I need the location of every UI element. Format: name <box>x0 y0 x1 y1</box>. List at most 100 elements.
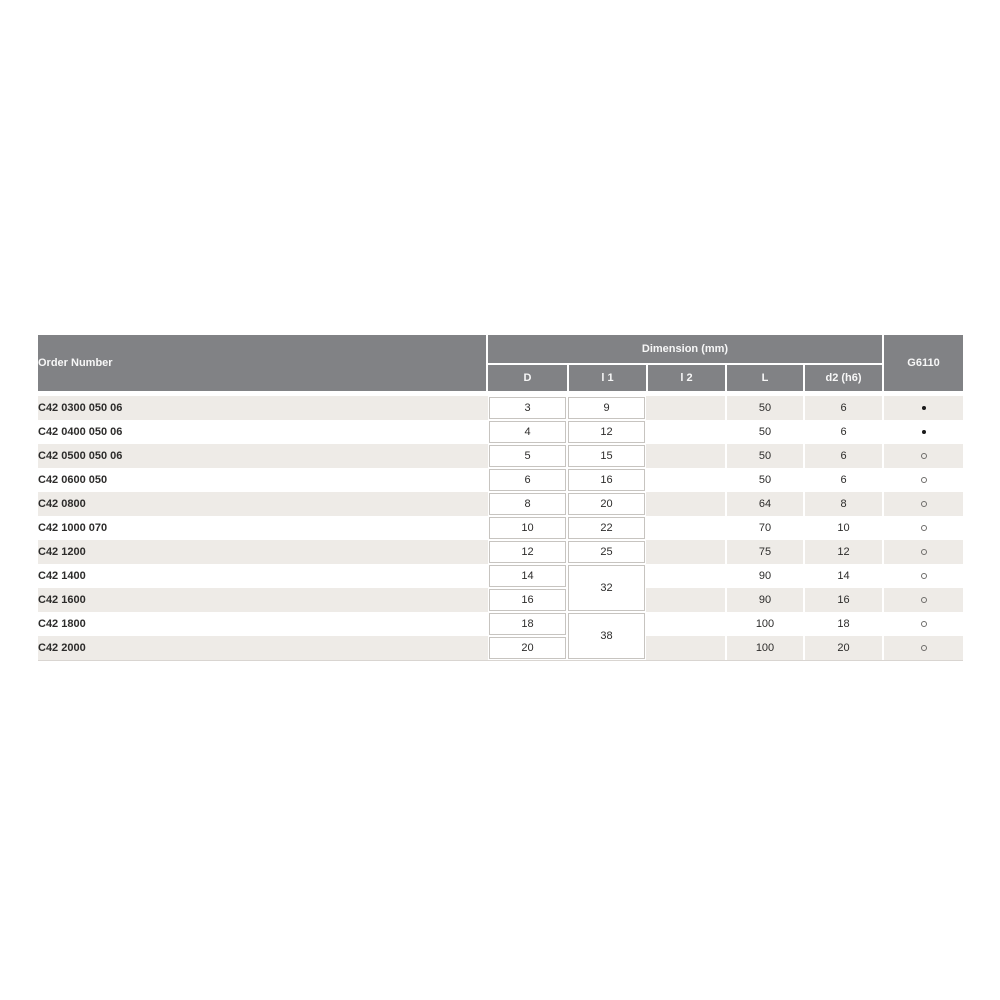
table-row: C42 0300 050 06 3 9 50 6 <box>38 396 964 420</box>
order-number-cell: C42 1600 <box>38 588 488 612</box>
dim-d-cell: 10 <box>488 516 567 540</box>
dim-d-cell: 16 <box>488 588 567 612</box>
dim-l1-cell: 32 <box>567 564 646 612</box>
dim-L-cell: 75 <box>725 540 803 564</box>
dim-d-cell: 4 <box>488 420 567 444</box>
order-number-cell: C42 2000 <box>38 636 488 660</box>
dim-L-cell: 50 <box>725 420 803 444</box>
dim-L-cell: 70 <box>725 516 803 540</box>
table-header: Order Number Dimension (mm) G6110 D l 1 … <box>38 335 964 396</box>
table-row: C42 0600 050 6 16 50 6 <box>38 468 963 492</box>
table-body: C42 0300 050 06 3 9 50 6 C42 0400 050 06 4 12 50… <box>38 396 964 660</box>
table-row: C42 0800 8 20 64 8 <box>38 492 964 516</box>
col-header-L: L <box>725 365 803 391</box>
dim-L-cell: 50 <box>725 444 803 468</box>
open-dot-icon <box>920 573 927 580</box>
order-number-cell: C42 0300 050 06 <box>38 396 488 420</box>
order-number-cell: C42 0800 <box>38 492 488 516</box>
dim-l1-cell: 12 <box>567 420 646 444</box>
dim-d2-cell: 6 <box>803 444 883 468</box>
dim-L-cell: 50 <box>725 396 803 420</box>
dim-L-cell: 90 <box>725 564 803 588</box>
l1-value: 25 <box>568 541 645 563</box>
g6110-cell <box>882 612 963 636</box>
dim-l1-cell: 9 <box>567 396 646 420</box>
d-value: 8 <box>489 493 566 515</box>
dim-l1-cell: 22 <box>567 516 646 540</box>
dim-l1-cell: 25 <box>567 540 646 564</box>
header-row-columns: D l 1 l 2 L d2 (h6) <box>38 365 963 391</box>
dim-d2-cell: 6 <box>803 396 883 420</box>
col-header-d2: d2 (h6) <box>803 365 883 391</box>
table-row: C42 1400 14 32 90 14 <box>38 564 963 612</box>
g6110-cell <box>882 492 964 516</box>
d-value: 16 <box>489 589 566 611</box>
dim-l2-cell <box>646 396 725 420</box>
filled-dot-icon <box>921 430 926 435</box>
order-number-cell: C42 1400 <box>38 570 86 582</box>
g6110-cell <box>882 396 964 420</box>
d-value: 18 <box>489 613 566 635</box>
dim-l2-cell <box>646 564 725 588</box>
g6110-cell <box>882 516 963 540</box>
dim-d-cell: 3 <box>488 396 567 420</box>
dim-d2-cell: 16 <box>803 588 883 612</box>
g6110-cell <box>882 564 963 588</box>
table-row: C42 1600 16 90 16 <box>38 588 964 612</box>
order-number-cell: C42 1800 <box>38 618 86 630</box>
d-value: 6 <box>489 469 566 491</box>
d-value: 12 <box>489 541 566 563</box>
dim-d-cell: 20 <box>488 636 567 660</box>
dim-l2-cell <box>646 612 725 636</box>
col-header-l1: l 1 <box>567 365 646 391</box>
l1-value: 22 <box>568 517 645 539</box>
order-number-cell: C42 1200 <box>38 540 488 564</box>
dim-d2-cell: 20 <box>803 636 883 660</box>
table-row: C42 1000 070 10 22 70 10 <box>38 516 963 540</box>
dim-l2-cell <box>646 492 725 516</box>
open-dot-icon <box>920 477 927 484</box>
g6110-cell <box>882 540 964 564</box>
dim-l1-cell: 16 <box>567 468 646 492</box>
open-dot-icon <box>920 645 927 652</box>
l1-value: 12 <box>568 421 645 443</box>
g6110-cell <box>882 468 963 492</box>
table-section: Order Number Dimension (mm) G6110 D l 1 … <box>38 335 964 661</box>
open-dot-icon <box>920 501 927 508</box>
dim-l2-cell <box>646 444 725 468</box>
order-number-cell: C42 0600 050 <box>38 474 108 486</box>
dim-L-cell: 64 <box>725 492 803 516</box>
open-dot-icon <box>920 525 927 532</box>
open-dot-icon <box>920 621 927 628</box>
g6110-cell <box>882 588 964 612</box>
d-value: 20 <box>489 637 566 659</box>
open-dot-icon <box>920 549 927 556</box>
table-row: C42 2000 20 100 20 <box>38 636 964 660</box>
dim-l2-cell <box>646 468 725 492</box>
dim-d-cell: 8 <box>488 492 567 516</box>
l1-value: 32 <box>568 565 645 611</box>
dim-d-cell: 18 <box>488 612 567 636</box>
l1-value: 9 <box>568 397 645 419</box>
header-row-group: Order Number Dimension (mm) G6110 <box>38 335 964 391</box>
dim-d-cell: 12 <box>488 540 567 564</box>
dim-d2-cell: 6 <box>803 420 882 444</box>
header-body-gap <box>38 391 964 396</box>
open-dot-icon <box>920 453 927 460</box>
l1-value: 16 <box>568 469 645 491</box>
dim-d2-cell: 6 <box>803 468 882 492</box>
dim-L-cell: 100 <box>725 636 803 660</box>
dimension-group-header: Dimension (mm) <box>488 335 883 365</box>
dim-l1-cell: 15 <box>567 444 646 468</box>
dim-d-cell: 5 <box>488 444 567 468</box>
d-value: 10 <box>489 517 566 539</box>
dim-l2-cell <box>646 588 725 612</box>
g6110-cell <box>882 444 964 468</box>
col-header-d: D <box>488 365 567 391</box>
product-dimensions-table: Order Number Dimension (mm) G6110 D l 1 … <box>38 335 964 661</box>
d-value: 3 <box>489 397 566 419</box>
dim-d2-cell: 14 <box>803 564 882 588</box>
table-row: C42 1200 12 25 75 12 <box>38 540 964 564</box>
dim-L-cell: 50 <box>725 468 803 492</box>
